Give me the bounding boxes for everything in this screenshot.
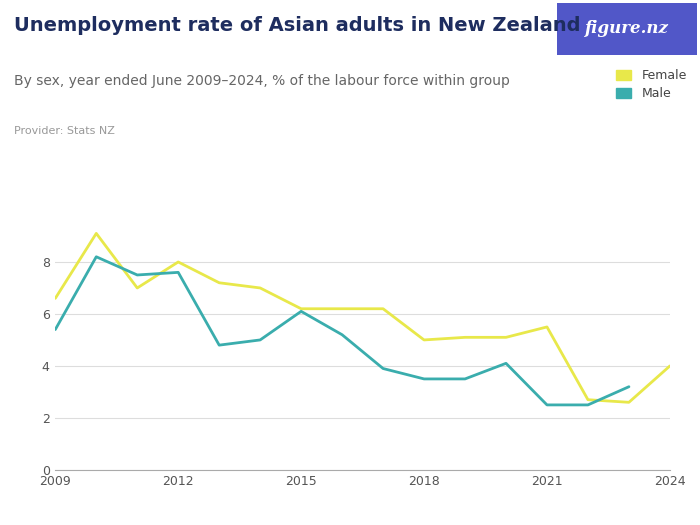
Text: Provider: Stats NZ: Provider: Stats NZ — [14, 126, 115, 136]
Legend: Female, Male: Female, Male — [617, 69, 687, 100]
Text: Unemployment rate of Asian adults in New Zealand: Unemployment rate of Asian adults in New… — [14, 16, 580, 35]
Text: By sex, year ended June 2009–2024, % of the labour force within group: By sex, year ended June 2009–2024, % of … — [14, 74, 510, 88]
Text: figure.nz: figure.nz — [585, 20, 669, 37]
